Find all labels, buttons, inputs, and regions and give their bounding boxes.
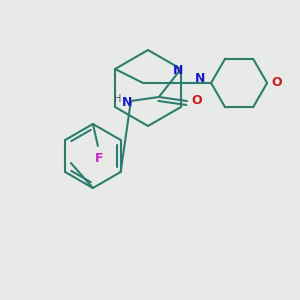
Text: F: F <box>95 152 103 164</box>
Text: N: N <box>195 73 205 85</box>
Text: N: N <box>122 97 132 110</box>
Text: O: O <box>272 76 282 89</box>
Text: N: N <box>173 64 183 77</box>
Text: O: O <box>192 94 202 107</box>
Text: H: H <box>114 94 122 104</box>
